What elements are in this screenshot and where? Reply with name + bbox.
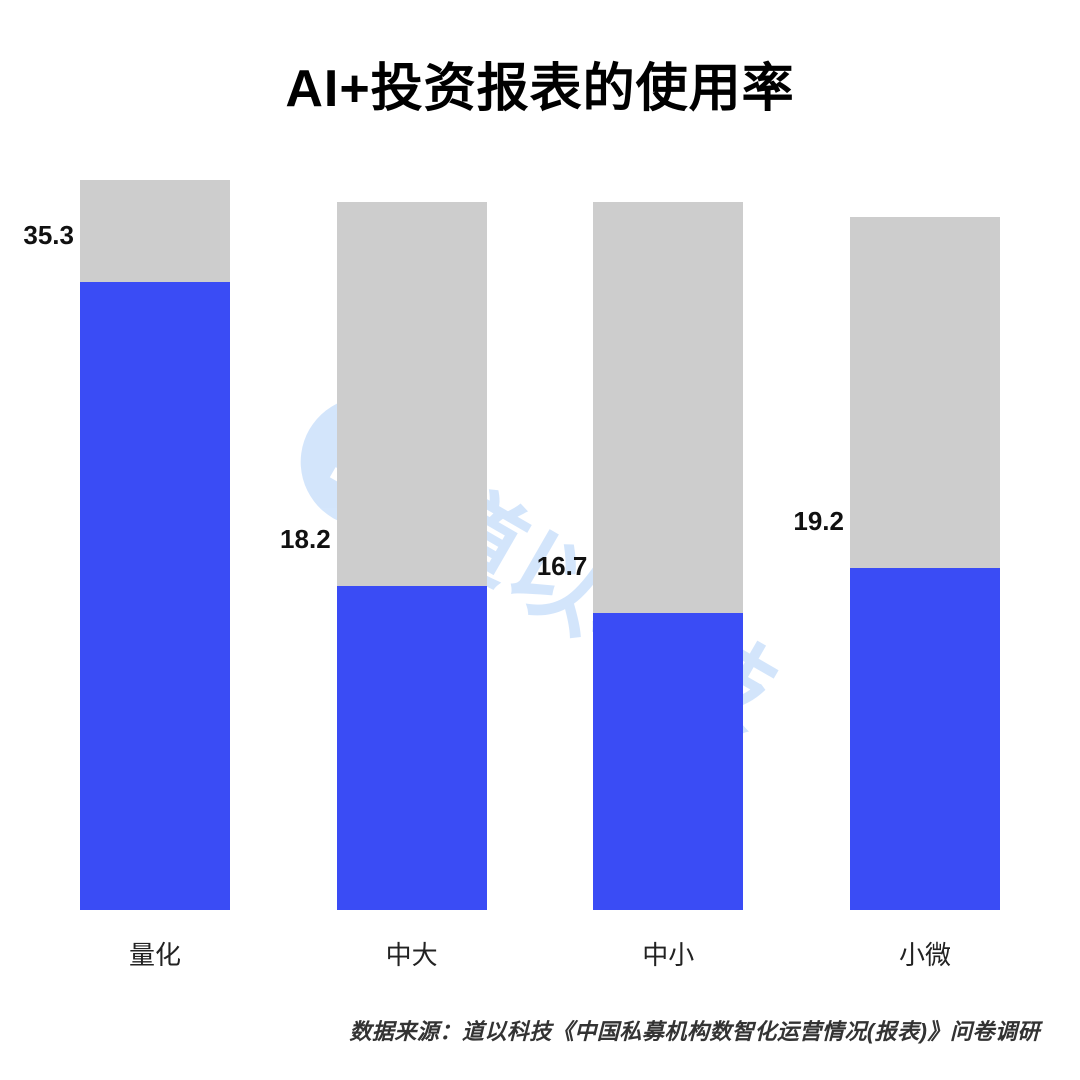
bar-slot: 18.2 (317, 180, 507, 910)
x-axis-label: 中小 (573, 935, 763, 972)
bar-slot: 35.3 (60, 180, 250, 910)
bar-fill (850, 568, 1000, 910)
data-source: 数据来源：道以科技《中国私募机构数智化运营情况(报表)》问卷调研 (349, 1014, 1040, 1046)
bar-track: 18.2 (337, 180, 487, 910)
chart-title: AI+投资报表的使用率 (0, 0, 1080, 121)
bar-fill (593, 613, 743, 910)
x-axis-label: 小微 (830, 935, 1020, 972)
bar-slot: 19.2 (830, 180, 1020, 910)
bar-value-label: 35.3 (23, 220, 80, 251)
bar-fill (80, 282, 230, 911)
bar-value-label: 16.7 (537, 551, 594, 582)
bar-value-label: 19.2 (793, 506, 850, 537)
bar-track: 16.7 (593, 180, 743, 910)
bar-slot: 16.7 (573, 180, 763, 910)
bar-value-label: 18.2 (280, 524, 337, 555)
bar-fill (337, 586, 487, 910)
x-axis-label: 中大 (317, 935, 507, 972)
x-axis-labels: 量化 中大 中小 小微 (60, 935, 1020, 972)
bar-track: 35.3 (80, 180, 230, 910)
x-axis-label: 量化 (60, 935, 250, 972)
bar-chart: 35.3 18.2 16.7 19.2 (60, 180, 1020, 910)
bar-track: 19.2 (850, 180, 1000, 910)
